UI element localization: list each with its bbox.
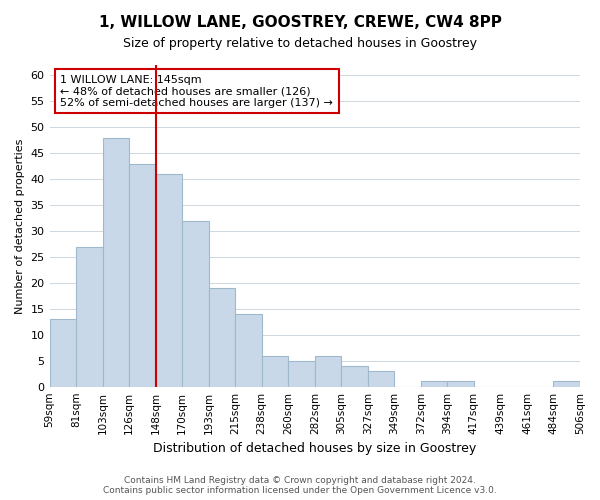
Bar xyxy=(155,174,182,386)
Text: 1 WILLOW LANE: 145sqm
← 48% of detached houses are smaller (126)
52% of semi-det: 1 WILLOW LANE: 145sqm ← 48% of detached … xyxy=(60,74,333,108)
Text: 1, WILLOW LANE, GOOSTREY, CREWE, CW4 8PP: 1, WILLOW LANE, GOOSTREY, CREWE, CW4 8PP xyxy=(98,15,502,30)
Bar xyxy=(553,382,580,386)
Bar xyxy=(262,356,288,386)
Text: Contains HM Land Registry data © Crown copyright and database right 2024.
Contai: Contains HM Land Registry data © Crown c… xyxy=(103,476,497,495)
X-axis label: Distribution of detached houses by size in Goostrey: Distribution of detached houses by size … xyxy=(153,442,476,455)
Bar xyxy=(288,360,315,386)
Text: Size of property relative to detached houses in Goostrey: Size of property relative to detached ho… xyxy=(123,38,477,51)
Bar xyxy=(129,164,155,386)
Bar xyxy=(341,366,368,386)
Bar xyxy=(182,220,209,386)
Bar xyxy=(235,314,262,386)
Bar xyxy=(209,288,235,386)
Bar xyxy=(76,246,103,386)
Bar xyxy=(103,138,129,386)
Bar xyxy=(315,356,341,386)
Bar xyxy=(421,382,448,386)
Bar xyxy=(368,371,394,386)
Y-axis label: Number of detached properties: Number of detached properties xyxy=(15,138,25,314)
Bar xyxy=(50,319,76,386)
Bar xyxy=(448,382,474,386)
